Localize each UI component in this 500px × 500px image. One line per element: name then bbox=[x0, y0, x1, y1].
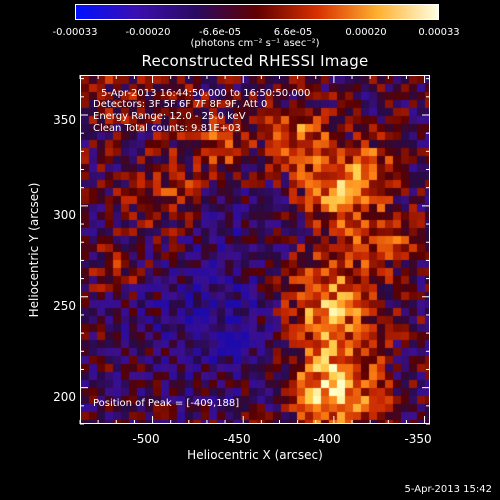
x-tick-label: -500 bbox=[132, 432, 159, 446]
colorbar bbox=[75, 4, 439, 20]
colorbar-tick-label: -0.00020 bbox=[125, 27, 171, 38]
colorbar-tick-label: -0.00033 bbox=[52, 27, 98, 38]
time-range-text: 5-Apr-2013 16:44:50.000 to 16:50:50.000 bbox=[101, 88, 311, 99]
image-title: Reconstructed RHESSI Image bbox=[141, 52, 369, 70]
detectors-text: Detectors: 3F 5F 6F 7F 8F 9F, Att 0 bbox=[93, 99, 268, 110]
x-tick-label: -450 bbox=[223, 432, 250, 446]
image-plot-area bbox=[80, 75, 430, 424]
y-tick-label: 250 bbox=[53, 299, 76, 313]
y-axis-title: Heliocentric Y (arcsec) bbox=[27, 183, 41, 318]
colorbar-tick-label: 6.6e-05 bbox=[273, 27, 313, 38]
colorbar-tick-label: -6.6e-05 bbox=[199, 27, 241, 38]
x-tick-label: -400 bbox=[313, 432, 340, 446]
y-tick-label: 350 bbox=[53, 113, 76, 127]
render-timestamp: 5-Apr-2013 15:42 bbox=[404, 484, 492, 495]
peak-position-text: Position of Peak = [-409,188] bbox=[93, 398, 240, 409]
y-tick-label: 200 bbox=[53, 390, 76, 404]
clean-total-counts-text: Clean Total counts: 9.81E+03 bbox=[93, 123, 241, 134]
x-tick-label: -350 bbox=[404, 432, 431, 446]
heatmap-image bbox=[81, 76, 429, 423]
colorbar-tick-label: 0.00033 bbox=[418, 27, 460, 38]
colorbar-tick-label: 0.00020 bbox=[345, 27, 387, 38]
y-tick-label: 300 bbox=[53, 208, 76, 222]
x-axis-title: Heliocentric X (arcsec) bbox=[187, 448, 323, 462]
colorbar-unit: (photons cm⁻² s⁻¹ asec⁻²) bbox=[190, 38, 320, 49]
energy-range-text: Energy Range: 12.0 - 25.0 keV bbox=[93, 111, 246, 122]
